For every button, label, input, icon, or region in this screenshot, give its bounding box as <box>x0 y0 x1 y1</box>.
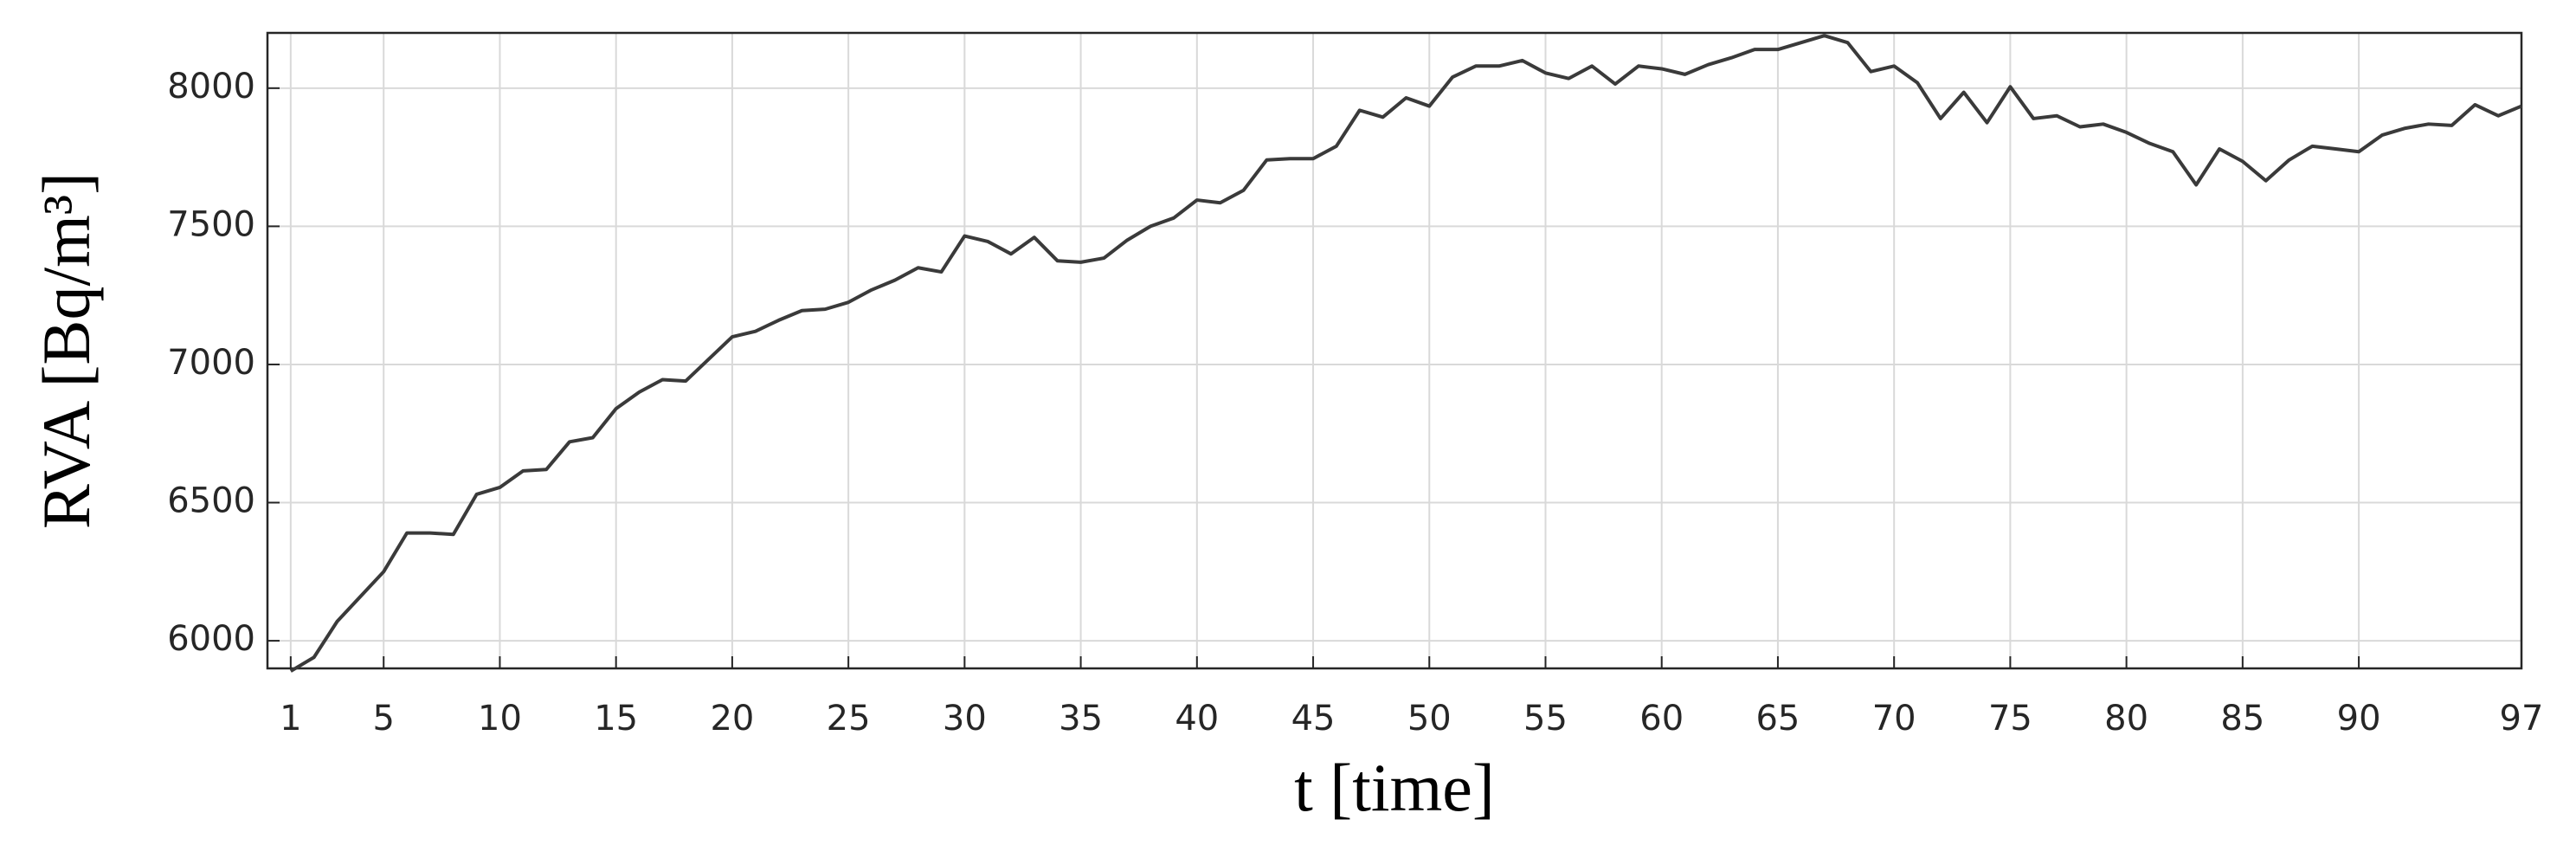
x-tick-label: 5 <box>373 699 395 739</box>
y-tick-label: 7000 <box>167 343 255 383</box>
x-tick-label: 20 <box>710 699 754 739</box>
x-tick-label: 50 <box>1407 699 1452 739</box>
x-tick-label: 15 <box>594 699 638 739</box>
x-tick-label: 80 <box>2104 699 2148 739</box>
plot-frame <box>266 31 2523 670</box>
x-tick-label: 97 <box>2500 699 2544 739</box>
x-tick-label: 10 <box>478 699 522 739</box>
x-tick-label: 90 <box>2337 699 2381 739</box>
x-tick-label: 70 <box>1872 699 1916 739</box>
x-tick-label: 35 <box>1059 699 1103 739</box>
x-tick-label: 75 <box>1988 699 2032 739</box>
x-tick-label: 55 <box>1523 699 1568 739</box>
x-tick-label: 30 <box>943 699 987 739</box>
x-tick-label: 60 <box>1639 699 1684 739</box>
x-tick-label: 40 <box>1175 699 1219 739</box>
y-tick-label: 6000 <box>167 619 255 659</box>
y-tick-label: 6500 <box>167 481 255 521</box>
x-tick-label: 1 <box>280 699 301 739</box>
data-line <box>289 34 2522 673</box>
y-tick-label: 7500 <box>167 204 255 244</box>
y-axis-label: RVA [Bq/m³] <box>29 172 104 529</box>
x-tick-label: 65 <box>1755 699 1800 739</box>
x-axis-label: t [time] <box>1294 750 1495 825</box>
x-tick-label: 45 <box>1291 699 1336 739</box>
x-tick-label: 85 <box>2220 699 2264 739</box>
x-tick-label: 25 <box>827 699 871 739</box>
y-tick-label: 8000 <box>167 67 255 106</box>
